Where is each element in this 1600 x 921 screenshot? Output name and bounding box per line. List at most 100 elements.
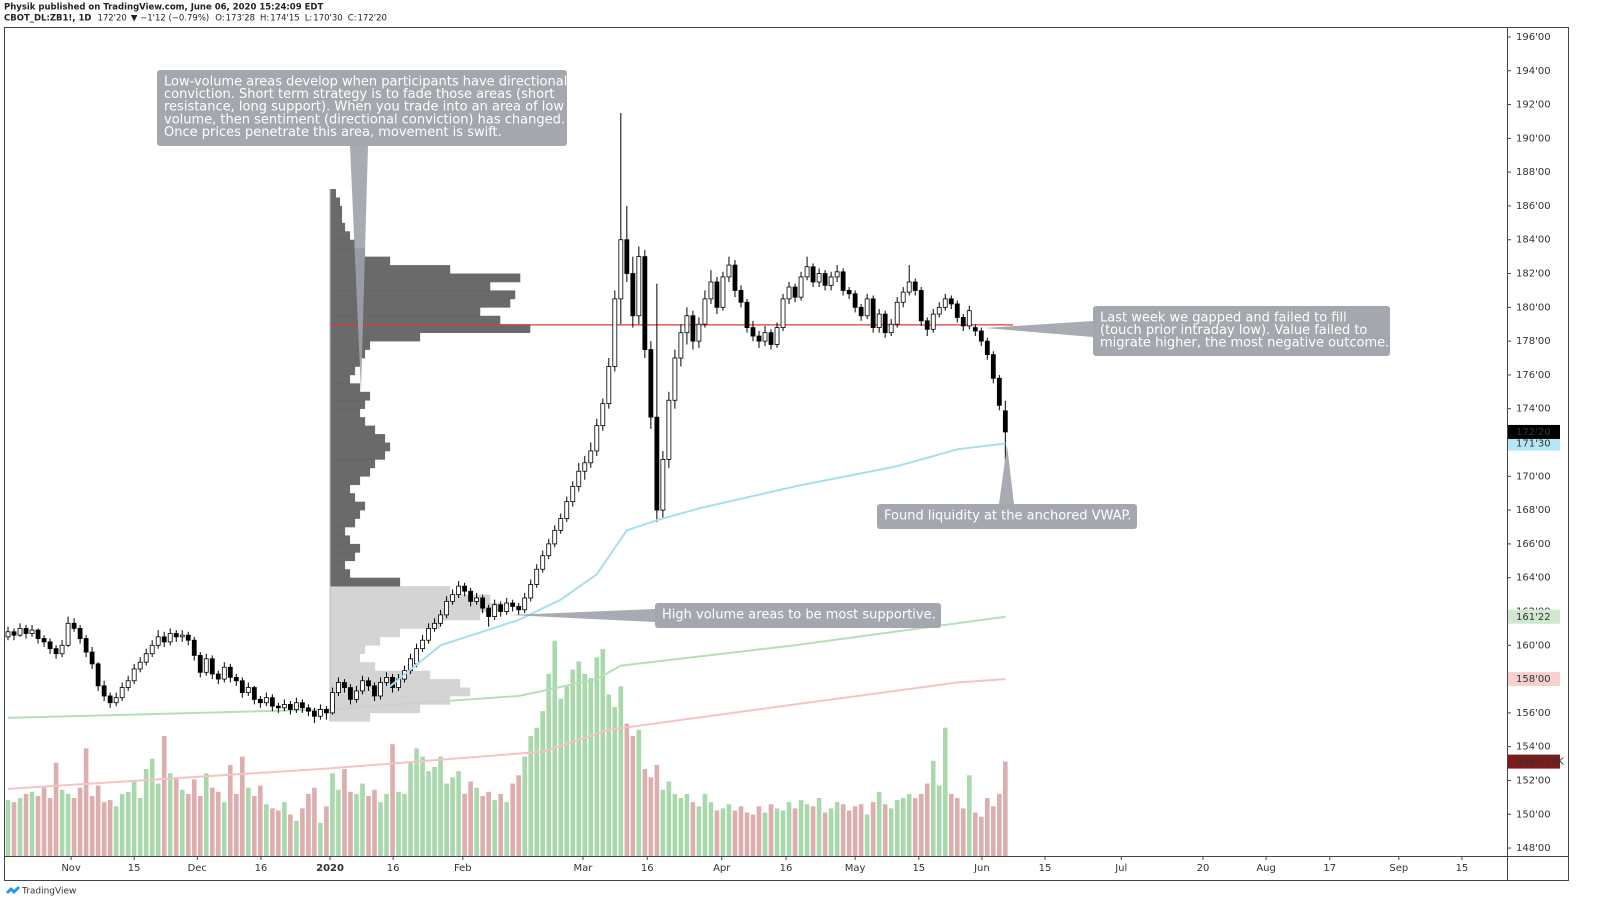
y-tick-label: 170'00 <box>1516 471 1551 482</box>
volume-bar <box>534 727 540 856</box>
volume-profile-bar <box>330 391 371 401</box>
price-label: 172'20 <box>1516 427 1551 438</box>
candle-body <box>780 298 786 329</box>
volume-bar <box>89 795 95 856</box>
volume-bar <box>708 802 714 856</box>
volume-bar <box>504 802 509 856</box>
volume-bar <box>456 771 461 856</box>
candle-body <box>360 680 365 692</box>
candle-body <box>762 332 768 342</box>
header-item: H: <box>260 14 269 24</box>
candle-body <box>900 291 906 303</box>
volume-bar <box>624 723 630 856</box>
volume-bar <box>167 773 173 856</box>
volume-bar <box>282 802 287 856</box>
candle-body <box>227 666 233 678</box>
volume-profile-bar <box>330 349 366 359</box>
volume-bar <box>1003 761 1008 856</box>
volume-bar <box>119 793 125 856</box>
candle-body <box>83 638 89 653</box>
candle-body <box>924 320 930 330</box>
candle-body <box>990 354 996 379</box>
candle-body <box>756 335 762 342</box>
x-tick-label: Feb <box>454 863 472 874</box>
x-tick-label: Jun <box>973 863 990 874</box>
x-tick-label: 16 <box>641 863 654 874</box>
candle-body <box>546 543 552 557</box>
callout-text: resistance, long support). When you trad… <box>164 100 564 115</box>
volume-bar <box>888 808 894 856</box>
candle-body <box>131 668 137 682</box>
candle-body <box>864 298 870 317</box>
volume-bar <box>143 769 149 856</box>
y-tick-label: 154'00 <box>1516 742 1551 753</box>
frame <box>4 27 1569 881</box>
candle-body <box>726 264 732 278</box>
x-tick-label: Dec <box>188 863 207 874</box>
candle-body <box>810 266 816 283</box>
header-item: 172'20 <box>358 14 387 24</box>
x-tick-label: Aug <box>1256 863 1276 874</box>
volume-profile-bar <box>330 205 343 215</box>
candle-body <box>498 604 504 612</box>
y-tick-label: 180'00 <box>1516 302 1551 313</box>
candle-body <box>516 606 522 611</box>
candle-body <box>996 377 1002 406</box>
volume-profile-bar <box>330 476 361 486</box>
candle-body <box>462 585 468 592</box>
volume-bar <box>810 806 816 856</box>
callout-box <box>1093 306 1390 356</box>
volume-bar <box>59 789 65 856</box>
candle-body <box>330 692 335 714</box>
y-tick-label: 188'00 <box>1516 167 1551 178</box>
candle-body <box>41 638 47 643</box>
volume-bar <box>191 779 197 856</box>
volume-bar <box>468 781 473 856</box>
candle-body <box>894 301 900 325</box>
candle-body <box>714 281 720 308</box>
candle-body <box>540 555 546 570</box>
candle-body <box>912 281 918 291</box>
candle-body <box>552 529 558 545</box>
candle-body <box>510 602 516 607</box>
candle-body <box>366 680 371 687</box>
candle-body <box>281 704 287 709</box>
volume-bar <box>672 793 678 856</box>
volume-profile-bar <box>330 695 451 705</box>
candle-body <box>119 687 125 699</box>
candle-body <box>438 614 443 624</box>
volume-bar <box>330 773 335 856</box>
volume-bar <box>786 802 792 856</box>
candle-body <box>648 349 654 418</box>
candle-body <box>558 518 564 531</box>
candle-body <box>984 340 990 356</box>
volume-bar <box>492 800 497 856</box>
candle-body <box>17 627 23 636</box>
candle-body <box>299 702 305 709</box>
y-tick-label: 182'00 <box>1516 269 1551 280</box>
candle-body <box>29 629 35 634</box>
volume-bar <box>684 793 690 856</box>
candle-body <box>486 607 492 617</box>
x-tick-label: Sep <box>1389 863 1408 874</box>
candle-body <box>53 648 59 655</box>
volume-bar <box>930 760 936 856</box>
x-tick-label: May <box>845 863 866 874</box>
volume-bar <box>35 795 41 856</box>
volume-profile-bar <box>330 298 511 308</box>
volume-bar <box>173 777 179 856</box>
volume-bar <box>47 798 53 856</box>
volume-profile-bar <box>330 425 376 435</box>
volume-profile-bar <box>330 526 346 536</box>
volume-bar <box>17 798 23 856</box>
candle-body <box>618 239 624 300</box>
volume-profile-bar <box>330 459 376 469</box>
volume-profile-bar <box>330 670 431 680</box>
header-item: ▼ −1'12 (−0.79%) <box>131 14 209 24</box>
candle-body <box>239 680 245 693</box>
candle-body <box>480 597 486 609</box>
candle-body <box>318 709 323 717</box>
candle-body <box>251 687 257 700</box>
x-tick-label: 17 <box>1323 863 1336 874</box>
candle-body <box>876 313 882 329</box>
